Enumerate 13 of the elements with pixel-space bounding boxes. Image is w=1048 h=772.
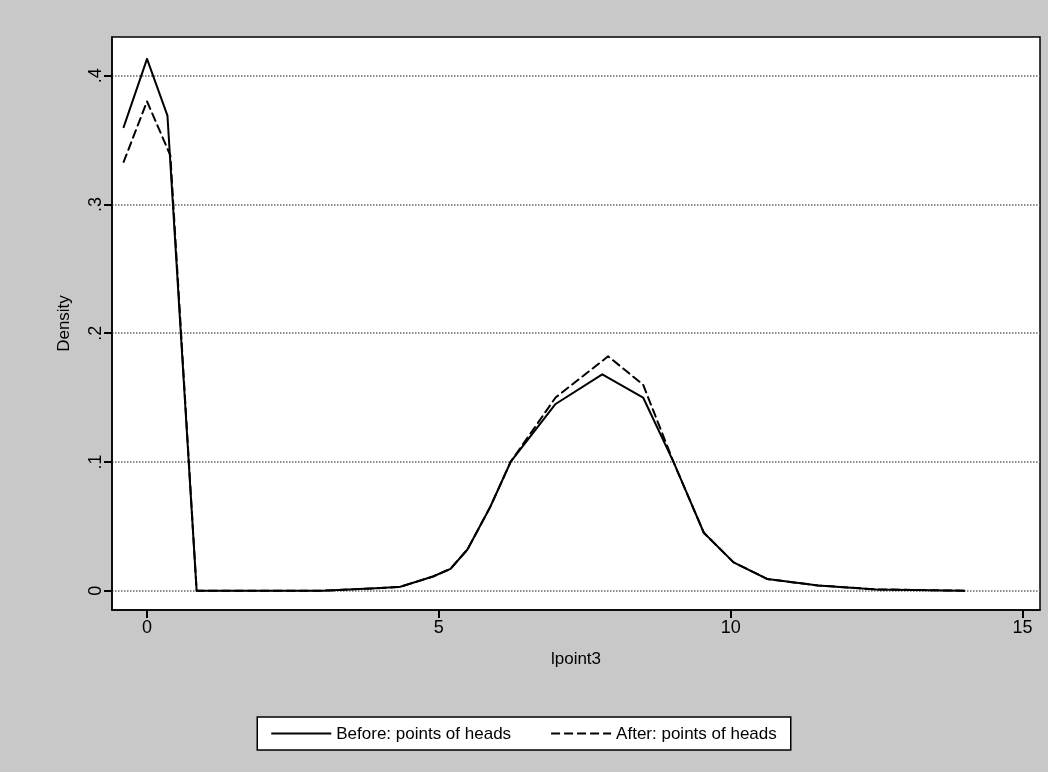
x-tick-label: 5 [433, 617, 444, 637]
y-tick-label: .4 [85, 68, 105, 84]
x-axis-title: lpoint3 [550, 649, 602, 668]
legend-label: Before: points of heads [336, 724, 512, 743]
x-tick-label: 10 [720, 617, 741, 637]
y-tick-label: .2 [85, 325, 105, 341]
legend-label: After: points of heads [616, 724, 777, 743]
y-tick-label: .3 [85, 196, 105, 212]
y-tick-label: 0 [85, 585, 105, 596]
x-tick-label: 15 [1012, 617, 1033, 637]
x-tick-label: 0 [142, 617, 153, 637]
y-tick-label: .1 [85, 454, 105, 470]
y-axis-title: Density [54, 294, 73, 352]
